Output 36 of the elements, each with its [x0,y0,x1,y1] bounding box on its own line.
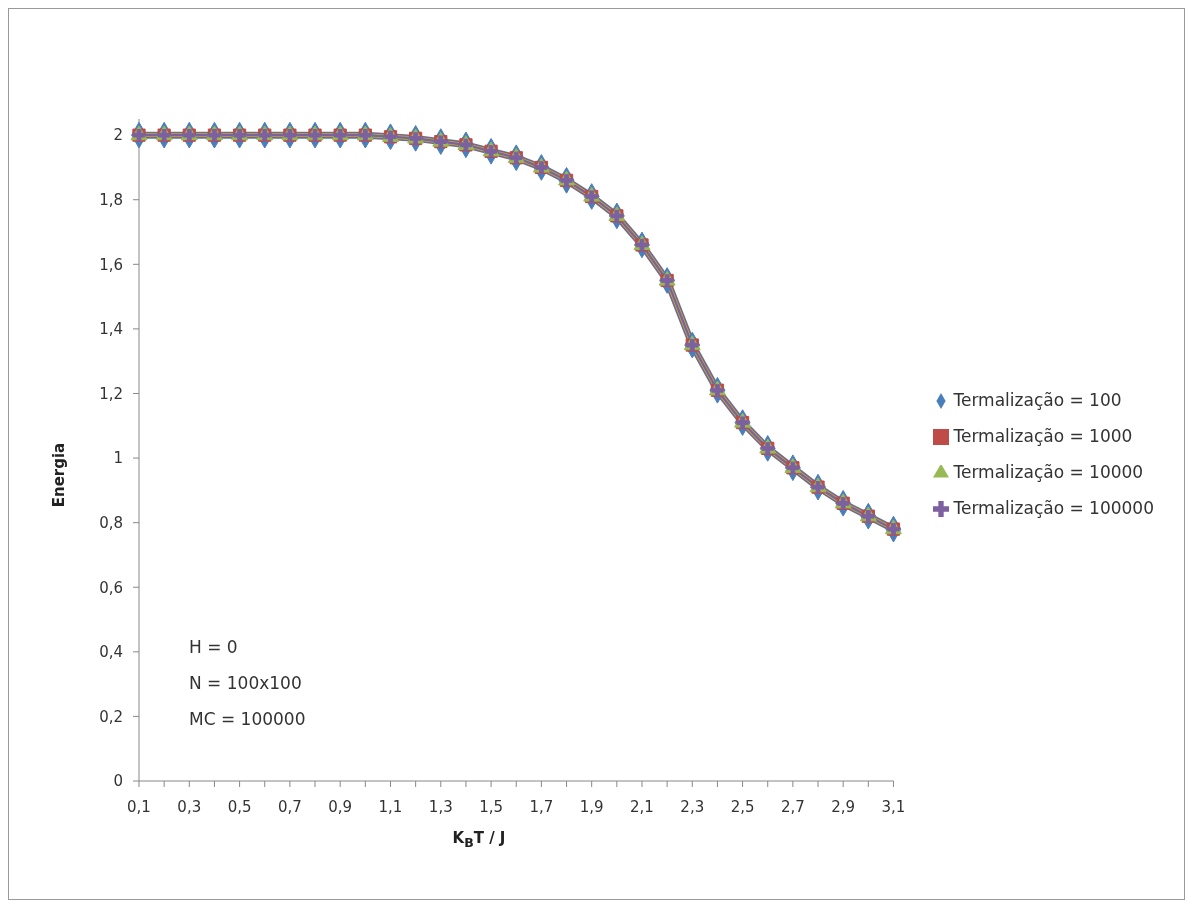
y-tick-label: 1,4 [99,320,123,339]
x-tick-label: 2,3 [680,797,705,816]
x-axis-title: K$_{B}$T / J [451,829,507,850]
annotation: MC = 100000 [189,708,306,731]
y-tick-label: 0,4 [99,643,123,662]
y-tick-label: 2 [113,126,123,145]
x-tick-label: 0,1 [127,797,151,816]
x-tick-label: 2,1 [630,797,654,816]
x-tick-label: 2,9 [831,797,856,816]
legend-label: Termalização = 10000 [953,462,1144,482]
x-tick-label: 1,5 [479,797,504,816]
x-tick-label: 1,1 [378,797,403,816]
y-tick-label: 0 [113,772,123,791]
x-tick-label: 0,7 [277,797,302,816]
legend-label: Termalização = 100 [953,390,1122,410]
legend-label: Termalização = 1000 [953,426,1133,446]
y-tick-label: 1,6 [99,255,123,274]
legend-label: Termalização = 100000 [953,498,1154,518]
x-tick-label: 1,7 [529,797,554,816]
x-tick-label: 3,1 [881,797,906,816]
y-tick-label: 0,8 [99,513,123,532]
y-tick-label: 1,2 [99,384,123,403]
x-tick-label: 1,3 [428,797,453,816]
x-tick-label: 0,9 [328,797,353,816]
x-tick-label: 0,3 [177,797,202,816]
y-tick-label: 0,2 [99,707,123,726]
x-tick-label: 2,7 [780,797,805,816]
annotation: N = 100x100 [189,672,303,695]
annotation: H = 0 [189,636,239,659]
y-tick-label: 0,6 [99,578,123,597]
x-tick-label: 2,5 [730,797,755,816]
y-axis-title: Energia [50,442,68,508]
y-tick-label: 1 [113,449,123,468]
x-tick-label: 1,9 [579,797,604,816]
y-tick-label: 1,8 [99,191,123,210]
x-tick-label: 0,5 [227,797,252,816]
